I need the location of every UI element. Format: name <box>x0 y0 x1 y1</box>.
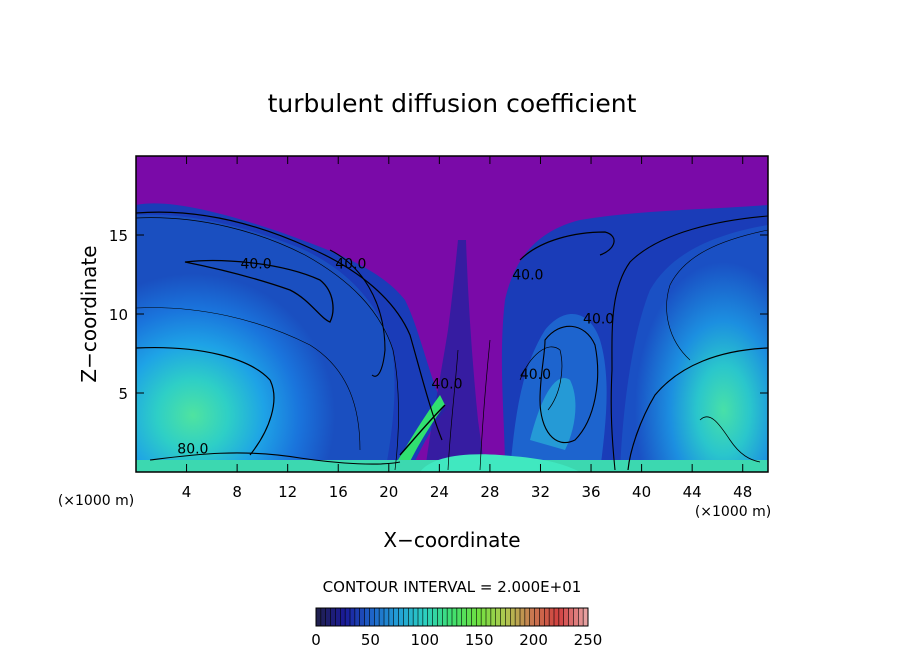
colorbar-tick-label: 150 <box>465 631 494 649</box>
colorbar-segment <box>398 608 404 626</box>
contour-label: 40.0 <box>583 312 614 328</box>
colorbar-segment <box>447 608 453 626</box>
colorbar-segment <box>437 608 443 626</box>
colorbar-segment <box>403 608 409 626</box>
colorbar-segment <box>422 608 429 626</box>
colorbar-segment <box>384 608 390 626</box>
colorbar-segment <box>500 608 506 626</box>
colorbar-segment <box>320 608 327 626</box>
x-tick-label: 24 <box>430 483 449 501</box>
colorbar-segment <box>350 608 356 626</box>
contour-label: 40.0 <box>520 367 551 383</box>
colorbar-segment <box>325 608 332 626</box>
colorbar-segment <box>364 608 370 626</box>
colorbar-tick-label: 250 <box>574 631 603 649</box>
colorbar-segment <box>393 608 400 626</box>
y-axis-ticks: 5 10 15 <box>109 227 768 403</box>
x-tick-label: 44 <box>683 483 702 501</box>
colorbar-segment <box>554 608 560 626</box>
colorbar-segment <box>558 608 565 626</box>
colorbar-segment <box>578 608 584 626</box>
y-tick-label: 5 <box>118 385 128 403</box>
contour-label: 40.0 <box>512 268 543 284</box>
x-unit-left: (×1000 m) <box>58 493 134 509</box>
colorbar-segment <box>529 608 536 626</box>
colorbar-segment <box>583 608 589 626</box>
colorbar-tick-label: 0 <box>311 631 321 649</box>
colorbar <box>315 607 589 627</box>
colorbar-segment <box>359 608 366 626</box>
contour-label: 40.0 <box>335 256 366 272</box>
colorbar-segment <box>568 608 574 626</box>
x-tick-label: 40 <box>632 483 651 501</box>
colorbar-segment <box>340 608 346 626</box>
colorbar-segment <box>374 608 380 626</box>
x-tick-label: 8 <box>232 483 242 501</box>
colorbar-segment <box>534 608 540 626</box>
colorbar-tick-label: 100 <box>410 631 439 649</box>
colorbar-segment <box>476 608 482 626</box>
colorbar-segment <box>456 608 463 626</box>
contour-interval-text: CONTOUR INTERVAL = 2.000E+01 <box>323 578 582 596</box>
colorbar-segment <box>335 608 341 626</box>
colorbar-segment <box>505 608 511 626</box>
x-tick-label: 20 <box>379 483 398 501</box>
x-tick-label: 12 <box>278 483 297 501</box>
colorbar-segment <box>442 608 448 626</box>
x-axis-ticks: 4 8 12 16 20 24 28 32 36 40 44 48 <box>182 156 752 501</box>
colorbar-segment <box>388 608 395 626</box>
colorbar-segment <box>413 608 419 626</box>
colorbar-segment <box>520 608 526 626</box>
colorbar-segment <box>418 608 424 626</box>
x-tick-label: 4 <box>182 483 192 501</box>
colorbar-segment <box>563 608 570 626</box>
colorbar-segment <box>510 608 516 626</box>
colorbar-segment <box>471 608 477 626</box>
colorbar-segment <box>466 608 472 626</box>
chart-title: turbulent diffusion coefficient <box>268 89 637 118</box>
y-tick-label: 15 <box>109 227 128 245</box>
colorbar-tick-labels: 0 50 100 150 200 250 <box>311 631 602 649</box>
colorbar-segment <box>345 608 351 626</box>
x-tick-label: 48 <box>733 483 752 501</box>
contour-lines <box>136 211 768 471</box>
y-axis-label: Z−coordinate <box>77 245 101 382</box>
colorbar-segment <box>481 608 487 626</box>
colorbar-segment <box>544 608 550 626</box>
colorbar-tick-label: 50 <box>361 631 380 649</box>
colorbar-segment <box>316 608 322 626</box>
colorbar-segment <box>539 608 545 626</box>
colorbar-segment <box>452 608 458 626</box>
contour-labels: 40.0 40.0 40.0 40.0 40.0 40.0 80.0 <box>177 256 614 457</box>
colorbar-segment <box>486 608 492 626</box>
colorbar-segment <box>369 608 375 626</box>
x-unit-right: (×1000 m) <box>695 504 771 520</box>
colorbar-segment <box>379 608 385 626</box>
colorbar-segment <box>549 608 555 626</box>
colorbar-tick-label: 200 <box>519 631 548 649</box>
colorbar-segment <box>495 608 502 626</box>
contour-label: 40.0 <box>431 377 462 393</box>
colorbar-segment <box>354 608 361 626</box>
colorbar-segment <box>408 608 414 626</box>
plot-field <box>136 156 768 472</box>
x-tick-label: 28 <box>480 483 499 501</box>
x-axis-label: X−coordinate <box>383 528 520 552</box>
colorbar-segment <box>524 608 531 626</box>
colorbar-segment <box>330 608 336 626</box>
x-tick-label: 36 <box>581 483 600 501</box>
colorbar-segment <box>461 608 468 626</box>
y-tick-label: 10 <box>109 306 128 324</box>
colorbar-segment <box>573 608 579 626</box>
colorbar-frame <box>315 607 589 627</box>
colorbar-segment <box>515 608 521 626</box>
x-tick-label: 32 <box>531 483 550 501</box>
contour-label: 80.0 <box>177 441 208 457</box>
x-tick-label: 16 <box>329 483 348 501</box>
colorbar-segment <box>490 608 497 626</box>
colorbar-segment <box>427 608 434 626</box>
colorbar-segment <box>432 608 438 626</box>
contour-label: 40.0 <box>240 256 271 272</box>
